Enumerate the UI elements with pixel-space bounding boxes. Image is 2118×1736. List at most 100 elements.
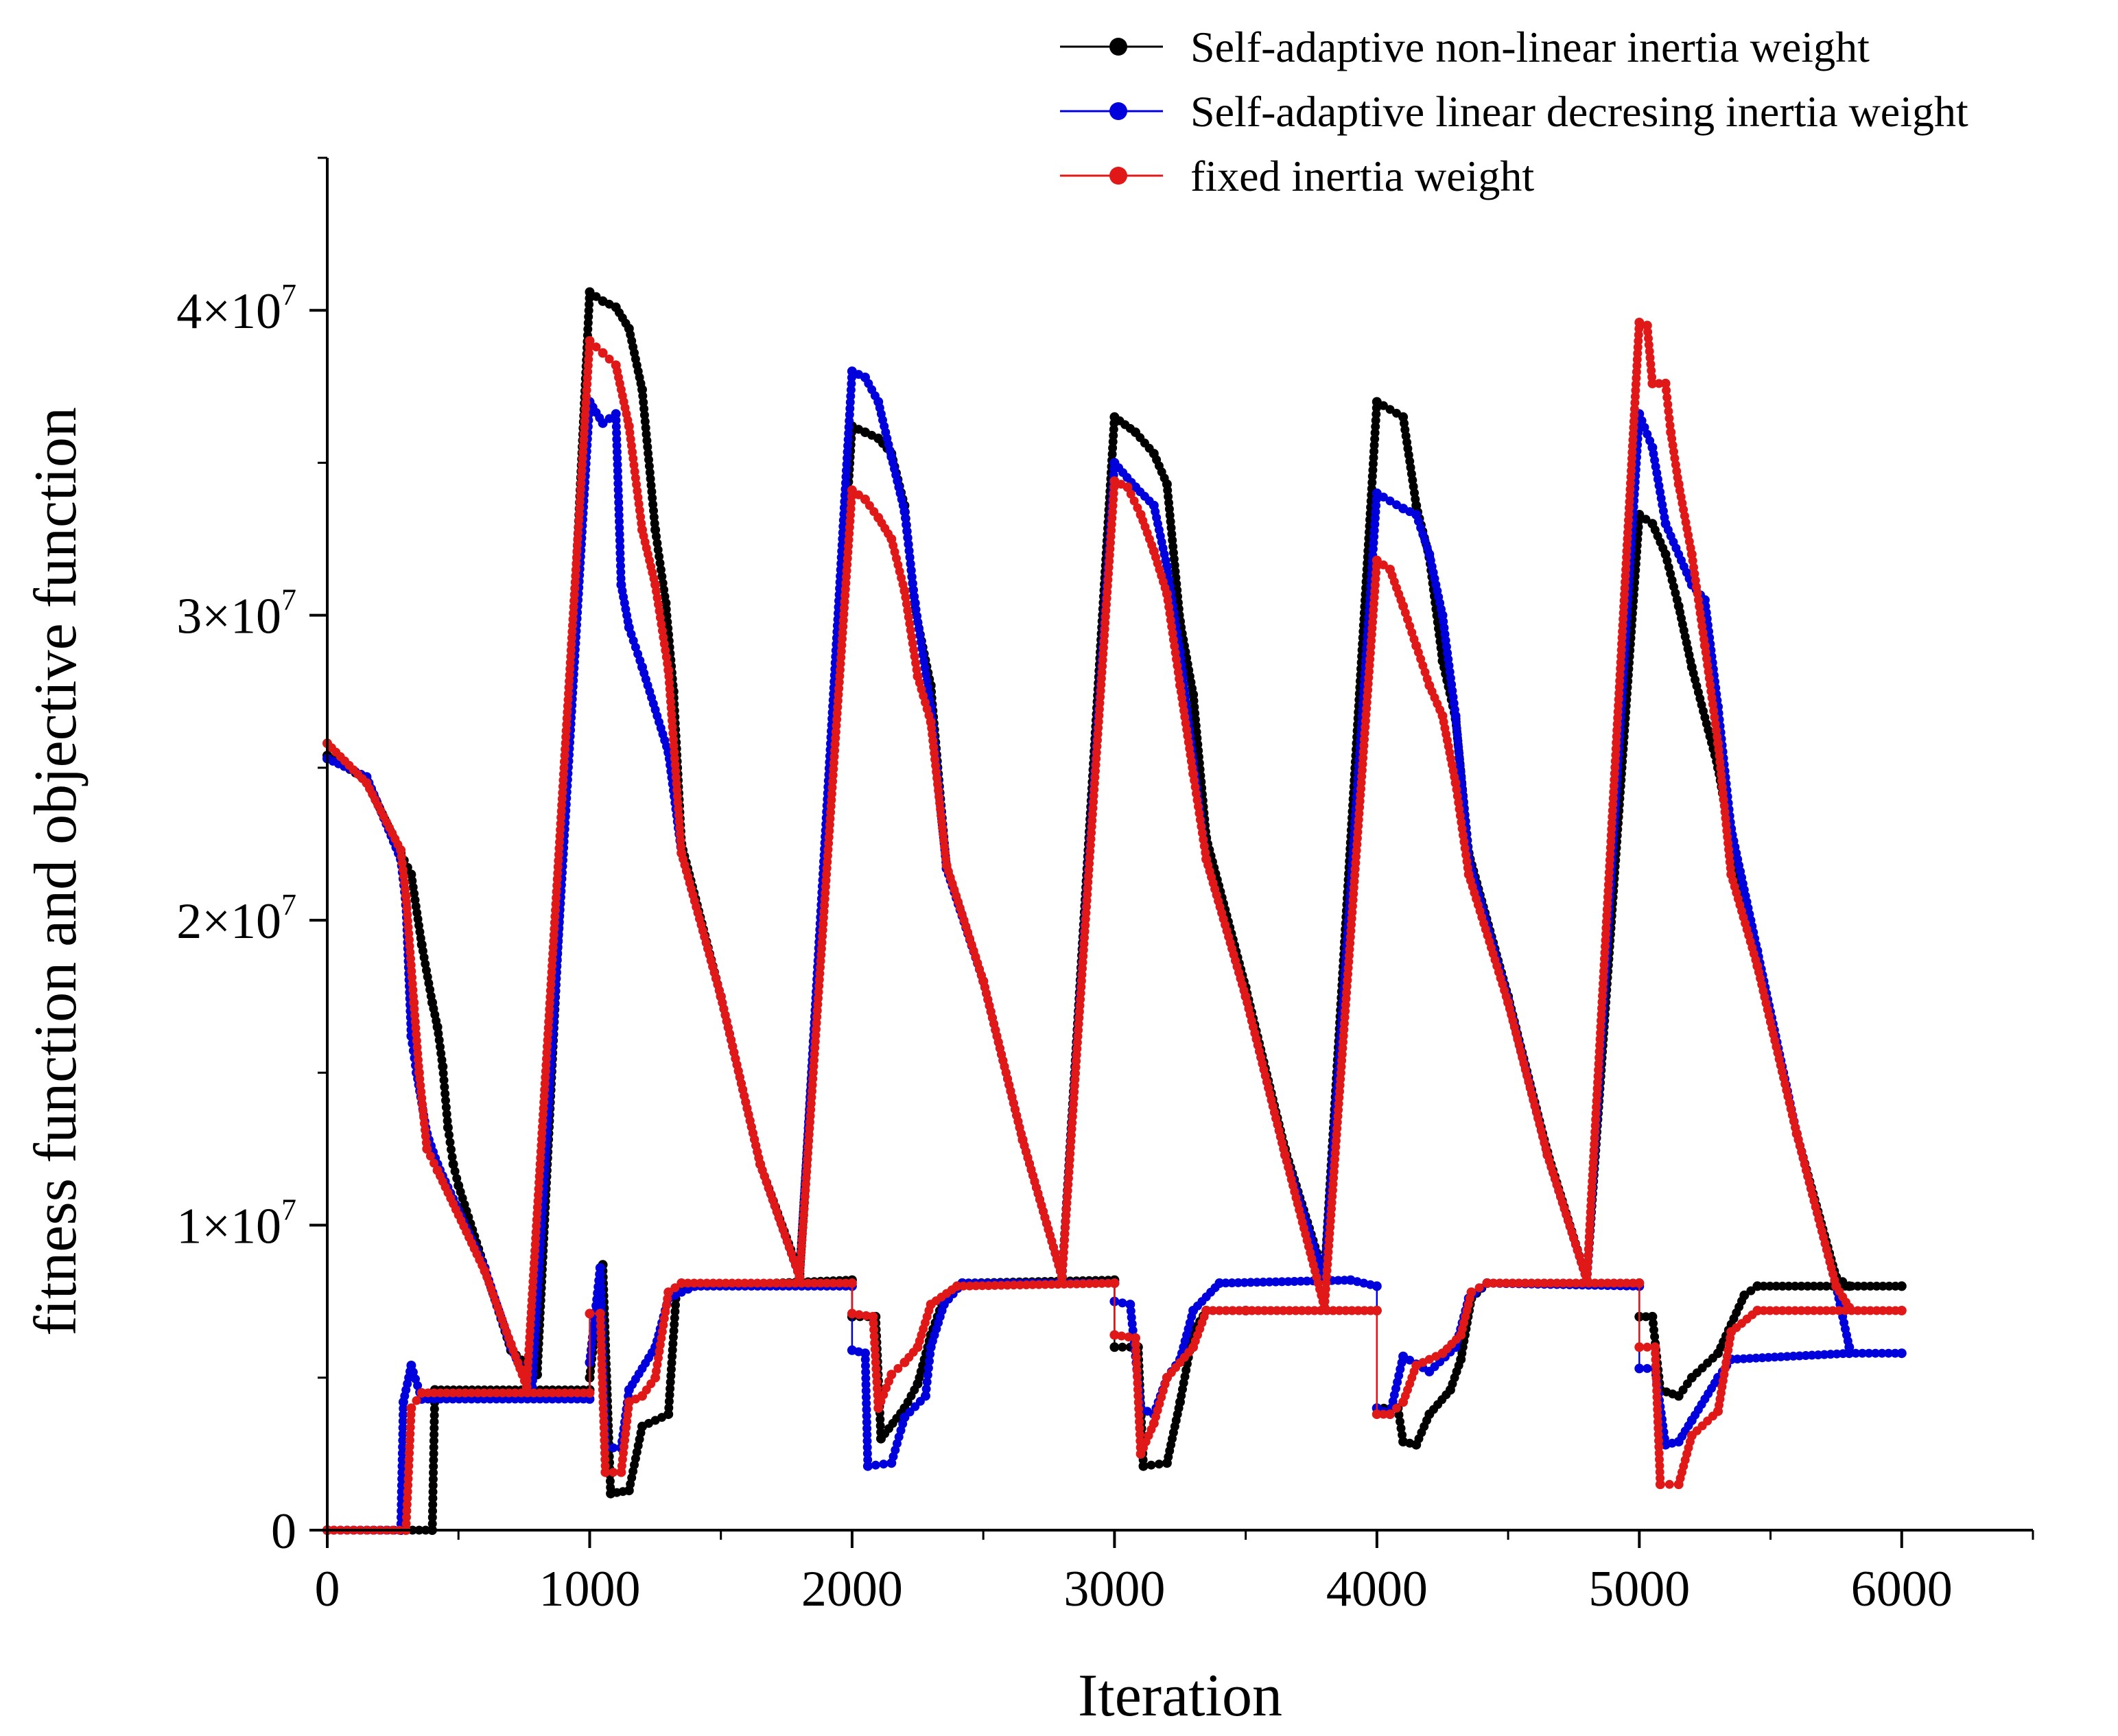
data-point (585, 336, 595, 346)
data-point (1396, 1424, 1406, 1433)
data-point (397, 1462, 407, 1471)
data-point (1163, 596, 1173, 605)
data-point (1302, 1276, 1312, 1286)
data-point (397, 1481, 406, 1490)
data-point (907, 572, 917, 582)
data-point (611, 422, 621, 432)
data-point (413, 1381, 423, 1390)
data-point (1796, 1281, 1806, 1291)
data-point (654, 600, 663, 609)
data-point (572, 1394, 582, 1404)
data-point (613, 473, 622, 482)
data-point (615, 548, 625, 558)
data-point (1896, 1348, 1907, 1359)
data-point (906, 626, 915, 635)
data-point (613, 466, 622, 476)
data-point (664, 1396, 674, 1406)
data-point (1192, 789, 1201, 798)
data-point (1129, 496, 1139, 506)
data-point (650, 525, 661, 535)
data-point (923, 1370, 932, 1380)
data-point (1118, 1342, 1127, 1352)
data-point (554, 1394, 563, 1404)
series-layer (322, 287, 1907, 1535)
data-point (904, 612, 913, 622)
data-point (634, 499, 644, 508)
data-point (1221, 1278, 1230, 1288)
data-point (429, 1462, 438, 1471)
data-point (447, 1145, 456, 1154)
data-point (902, 526, 912, 536)
data-point (862, 1424, 872, 1433)
data-point (397, 1468, 407, 1477)
data-point (412, 1030, 421, 1040)
data-point (460, 1394, 470, 1404)
data-point (668, 1333, 678, 1342)
data-point (612, 441, 622, 450)
data-point (1752, 1281, 1763, 1291)
data-point (410, 1017, 420, 1027)
data-point (585, 287, 595, 297)
data-point (915, 631, 925, 640)
data-point (1878, 1281, 1887, 1291)
data-point (655, 552, 664, 561)
data-point (596, 1282, 606, 1291)
data-point (862, 1430, 872, 1440)
data-point (614, 497, 624, 507)
data-point (429, 1468, 438, 1477)
data-point (441, 1103, 451, 1112)
data-point (910, 652, 919, 661)
data-point (1872, 1281, 1881, 1291)
data-point (666, 1371, 676, 1381)
data-point (626, 441, 636, 450)
data-point (628, 454, 638, 463)
data-point (901, 513, 910, 523)
data-point (1372, 1281, 1382, 1291)
data-point (1877, 1348, 1887, 1358)
data-point (613, 454, 622, 463)
data-point (612, 434, 622, 444)
data-point (1122, 482, 1133, 492)
data-point (1146, 1460, 1156, 1470)
data-point (1815, 1281, 1825, 1291)
data-point (1170, 648, 1180, 657)
data-point (860, 1348, 870, 1359)
data-point (665, 1390, 674, 1400)
data-point (397, 852, 406, 861)
data-point (1759, 1281, 1769, 1291)
data-point (1778, 1281, 1787, 1291)
data-point (902, 520, 911, 530)
data-point (908, 639, 917, 648)
data-point (434, 1029, 443, 1038)
data-point (1772, 1281, 1781, 1291)
data-point (485, 1394, 495, 1404)
data-point (1649, 1325, 1658, 1335)
data-point (560, 1394, 569, 1404)
data-point (408, 985, 418, 995)
data-point (1866, 1281, 1875, 1291)
data-point (596, 1294, 606, 1304)
data-point (1739, 1290, 1750, 1300)
data-point (1168, 635, 1178, 644)
data-point (414, 1055, 423, 1065)
data-point (1641, 1312, 1651, 1322)
data-point (1126, 489, 1136, 499)
data-point (423, 1394, 433, 1404)
data-point (611, 409, 621, 419)
data-point (613, 479, 623, 489)
data-point (598, 348, 608, 358)
data-point (671, 1300, 680, 1310)
data-point (1264, 1277, 1274, 1287)
data-point (510, 1394, 520, 1404)
data-point (645, 468, 655, 478)
data-point (906, 565, 916, 575)
data-point (1784, 1281, 1793, 1291)
data-point (611, 416, 621, 425)
data-point (911, 658, 921, 668)
data-point (862, 1448, 872, 1458)
data-point (1634, 1363, 1645, 1374)
data-point (1197, 828, 1207, 838)
data-point (668, 1346, 677, 1354)
data-point (669, 735, 678, 744)
data-point (615, 542, 625, 552)
